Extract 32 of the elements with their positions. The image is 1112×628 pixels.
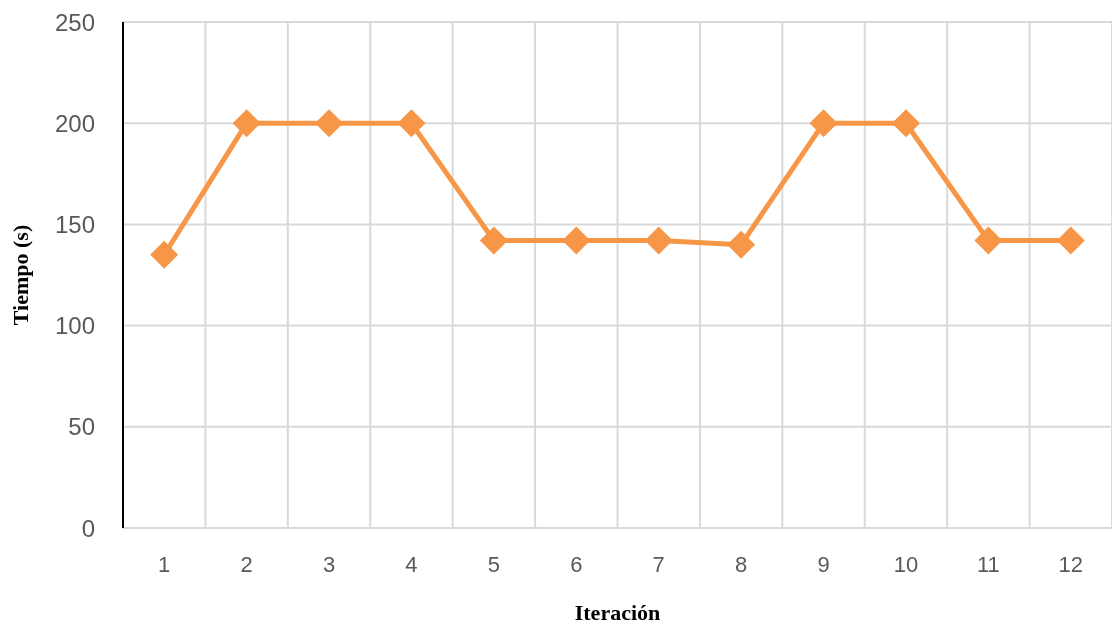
y-tick-label: 150 [54,210,95,238]
point [727,230,756,259]
point [315,109,344,138]
x-tick-label: 7 [652,552,665,577]
x-tick-label: 11 [976,552,1000,577]
point [479,226,508,255]
point [644,226,673,255]
y-tick-label: 250 [54,8,95,36]
y-tick-label: 50 [68,413,95,441]
y-tick-label: 100 [54,312,95,340]
point [809,109,838,138]
x-tick-label: 10 [893,552,919,577]
point [974,226,1003,255]
x-tick-label: 1 [158,552,171,577]
point [232,109,261,138]
y-tick-label: 0 [81,514,95,542]
point [150,240,179,269]
point [397,109,426,138]
x-tick-label: 9 [817,552,830,577]
x-tick-label: 2 [240,552,253,577]
x-tick-label: 8 [735,552,748,577]
point [891,109,920,138]
x-tick-label: 6 [570,552,583,577]
y-axis-title: Tiempo (s) [8,224,33,326]
x-tick-label: 5 [487,552,500,577]
x-tick-label: 12 [1058,552,1084,577]
point [562,226,591,255]
x-tick-label: 3 [322,552,336,577]
y-tick-label: 200 [54,109,95,137]
x-axis-title: Iteración [574,600,661,625]
point [1056,226,1085,255]
x-tick-label: 4 [405,552,418,577]
